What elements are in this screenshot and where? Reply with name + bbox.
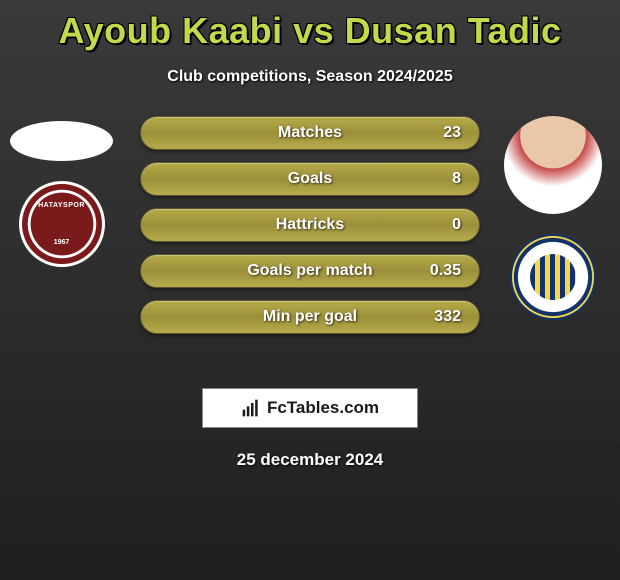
comparison-panel: Matches 23 Goals 8 Hattricks 0 Goals per…	[0, 116, 620, 366]
footer-date: 25 december 2024	[0, 450, 620, 470]
stat-bar-goals: Goals 8	[140, 162, 480, 196]
stat-bars: Matches 23 Goals 8 Hattricks 0 Goals per…	[140, 116, 480, 334]
crest-inner-icon	[530, 254, 576, 300]
stat-value: 332	[434, 308, 461, 326]
stat-value: 23	[443, 124, 461, 142]
left-club-crest	[19, 181, 105, 267]
stat-label: Min per goal	[263, 308, 357, 326]
stat-label: Goals	[288, 170, 332, 188]
left-player-column	[10, 116, 113, 267]
page-title: Ayoub Kaabi vs Dusan Tadic	[0, 0, 620, 52]
footer-brand-box: FcTables.com	[202, 388, 418, 428]
right-player-photo	[504, 116, 602, 214]
stat-label: Hattricks	[276, 216, 344, 234]
stat-label: Goals per match	[247, 262, 372, 280]
stat-bar-matches: Matches 23	[140, 116, 480, 150]
stat-value: 0	[452, 216, 461, 234]
subtitle-text: Club competitions, Season 2024/2025	[0, 68, 620, 86]
footer-brand-text: FcTables.com	[267, 398, 379, 418]
right-club-crest	[510, 234, 596, 320]
stat-bar-hattricks: Hattricks 0	[140, 208, 480, 242]
stat-value: 0.35	[430, 262, 461, 280]
stat-value: 8	[452, 170, 461, 188]
stat-label: Matches	[278, 124, 342, 142]
chart-bars-icon	[241, 398, 261, 418]
left-player-photo	[10, 121, 113, 161]
stat-bar-min-per-goal: Min per goal 332	[140, 300, 480, 334]
right-player-column	[504, 116, 602, 320]
stat-bar-goals-per-match: Goals per match 0.35	[140, 254, 480, 288]
